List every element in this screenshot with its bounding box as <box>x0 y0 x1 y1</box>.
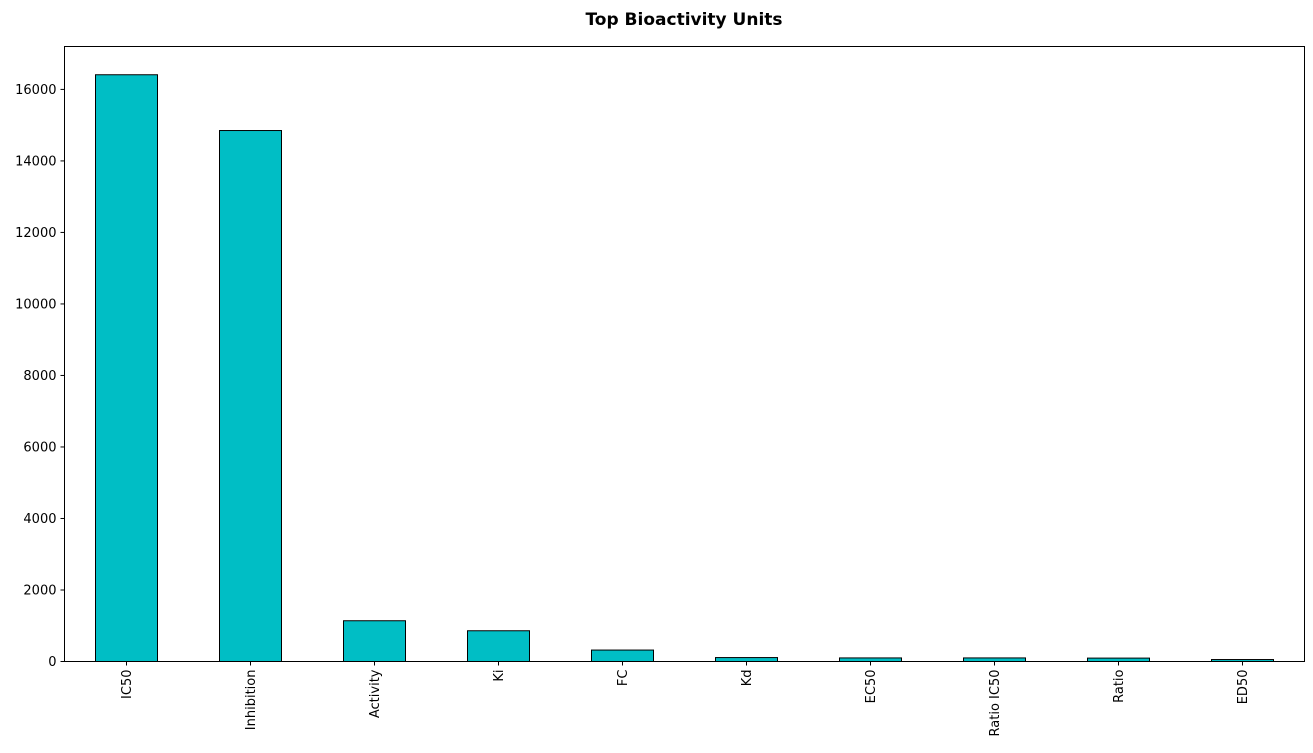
x-tick-label: Ratio <box>1112 669 1127 702</box>
y-tick-label: 6000 <box>23 440 56 455</box>
x-tick-label: IC50 <box>120 670 135 699</box>
y-tick-label: 4000 <box>23 512 56 527</box>
x-tick-label: Activity <box>368 669 383 718</box>
plot-frame <box>64 46 1305 662</box>
bar-fc <box>591 649 654 663</box>
x-tick-label: Ratio IC50 <box>988 670 1003 737</box>
bar-ratio-ic50 <box>963 657 1026 663</box>
bar-ic50 <box>95 74 158 663</box>
y-tick-label: 2000 <box>23 583 56 598</box>
x-tick-label: Inhibition <box>244 670 259 731</box>
y-tick-label: 16000 <box>15 83 56 98</box>
x-axis: IC50 Inhibition Activity Ki FC Kd EC50 Ratio IC… <box>120 661 1251 737</box>
chart-title: Top Bioactivity Units <box>585 10 782 30</box>
bar-ki <box>467 630 530 662</box>
y-tick-label: 12000 <box>15 226 56 241</box>
x-tick-label: FC <box>616 670 631 687</box>
y-tick-label: 14000 <box>15 154 56 169</box>
x-tick-label: Ki <box>492 670 507 682</box>
bar-ratio <box>1087 657 1150 663</box>
bar-ec50 <box>839 657 902 663</box>
bar-kd <box>715 657 778 662</box>
x-tick-label: EC50 <box>864 670 879 704</box>
y-axis: 0 2000 4000 6000 8000 10000 12000 14000 16000 <box>15 83 65 670</box>
bar-activity <box>343 620 406 662</box>
x-tick-label: ED50 <box>1236 670 1251 705</box>
y-tick-label: 10000 <box>15 297 56 312</box>
y-tick-label: 8000 <box>23 369 56 384</box>
x-tick-label: Kd <box>740 670 755 687</box>
bars-layer <box>95 74 1274 663</box>
y-tick-label: 0 <box>48 655 56 670</box>
bar-inhibition <box>219 130 282 662</box>
